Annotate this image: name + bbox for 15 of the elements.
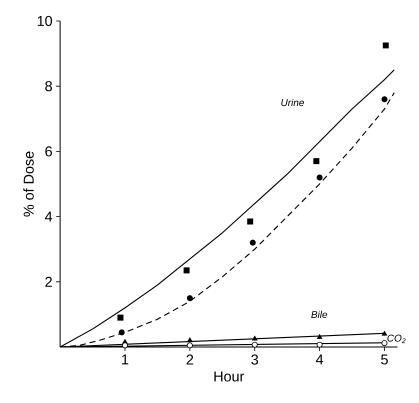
y-tick-label: 4 [44,212,52,222]
x-axis-title: Hour [214,371,244,382]
annotation: Bile [311,310,328,318]
annotation: Urine [281,98,304,106]
x-tick-label: 4 [316,354,324,364]
x-tick-label: 2 [186,354,194,364]
x-tick-label: 3 [251,354,258,365]
x-tick-label: 1 [122,354,128,364]
x-tick-label: 5 [381,354,388,364]
y-tick-label: 6 [45,146,52,156]
y-tick-label: 10 [38,16,52,26]
y-tick-label: 2 [45,276,52,287]
annotation: CO$_{2}$ [387,334,406,344]
y-tick-label: 8 [45,81,52,92]
y-axis-title: % of Dose [23,151,34,216]
